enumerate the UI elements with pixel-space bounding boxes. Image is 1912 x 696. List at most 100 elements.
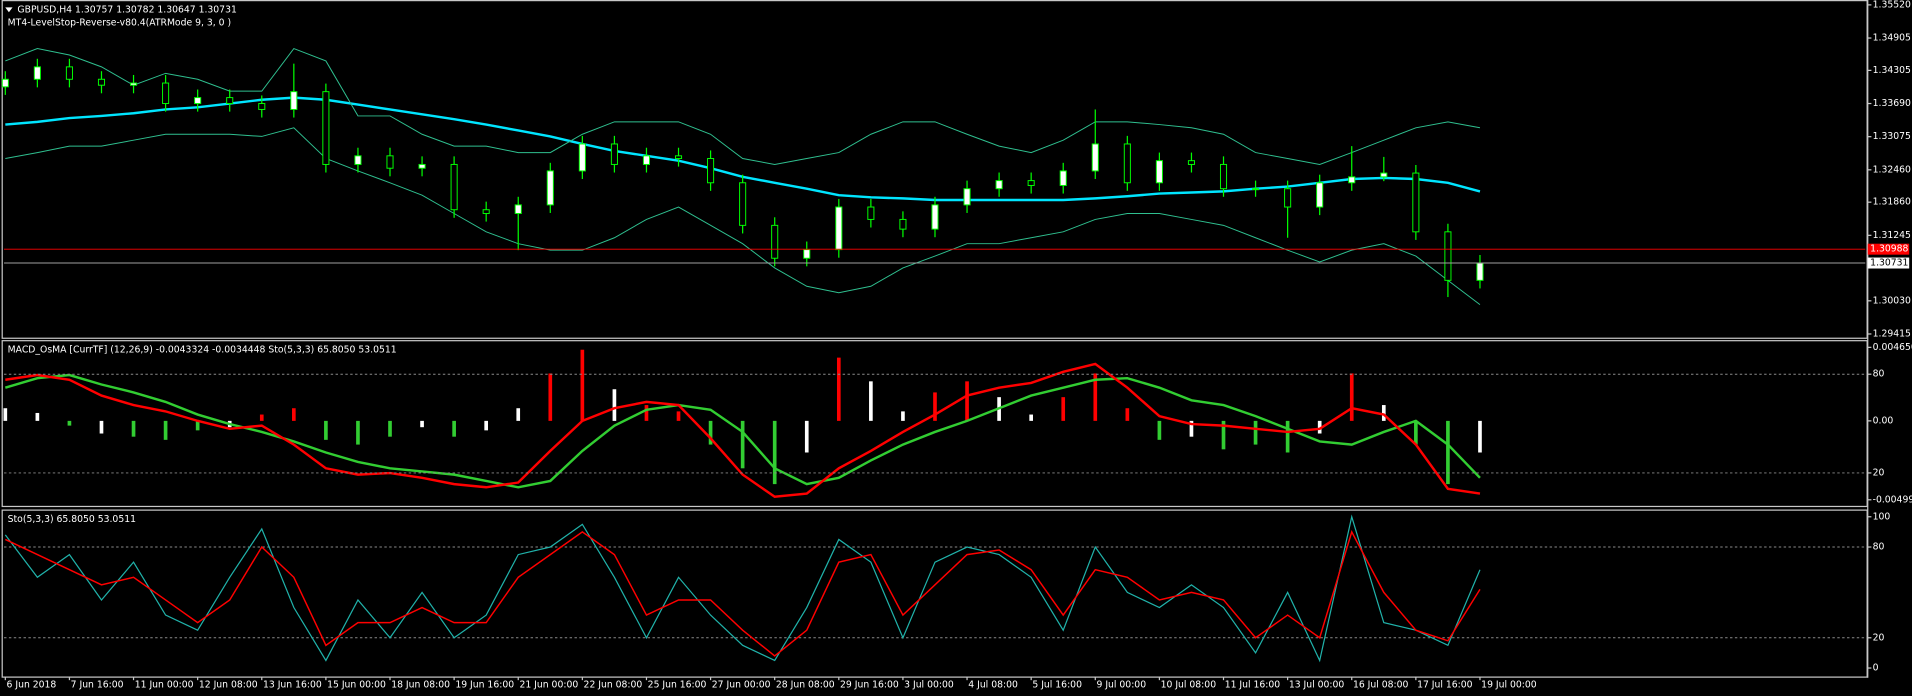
histogram-bar <box>772 420 777 485</box>
candle-body <box>931 204 939 230</box>
candle-body <box>803 249 811 259</box>
candle-body <box>1059 170 1067 186</box>
y-tick-label: 0 <box>1873 663 1879 674</box>
histogram-bar <box>1381 405 1386 421</box>
x-tick-label: 19 Jul 00:00 <box>1481 680 1537 691</box>
indicator-line <box>4 373 1481 489</box>
histogram-bar <box>580 349 585 421</box>
histogram-bar <box>324 420 328 440</box>
x-tick-label: 13 Jun 16:00 <box>263 680 322 691</box>
candle-body <box>1348 176 1356 184</box>
overlay-line <box>5 127 1481 305</box>
candle-body <box>771 224 779 259</box>
histogram-bar <box>3 408 8 421</box>
x-tick-label: 29 Jun 16:00 <box>840 680 899 691</box>
x-tick-label: 9 Jul 00:00 <box>1096 680 1146 691</box>
histogram-bar <box>388 420 392 437</box>
stoch-title: Sto(5,3,3) 65.8050 53.0511 <box>8 514 136 525</box>
chart-title: GBPUSD,H4 1.30757 1.30782 1.30647 1.3073… <box>17 4 237 15</box>
candle-body <box>1219 163 1228 190</box>
candle-body <box>1123 143 1131 184</box>
candle-body <box>322 91 330 165</box>
y-tick-label: 1.33075 <box>1873 131 1911 142</box>
candle-body <box>33 66 41 80</box>
histogram-bar <box>869 381 873 421</box>
candle-body <box>1380 172 1388 178</box>
histogram-bar <box>676 411 681 421</box>
x-tick-label: 27 Jun 00:00 <box>712 680 771 691</box>
candle-body <box>546 170 554 206</box>
candle-body <box>1316 182 1324 208</box>
y-tick-label: 1.33690 <box>1873 98 1911 109</box>
x-tick-label: 19 Jun 16:00 <box>455 680 514 691</box>
series-line <box>4 529 1481 657</box>
x-tick-label: 4 Jul 08:00 <box>968 680 1018 691</box>
y-tick-label: 20 <box>1873 632 1885 643</box>
x-tick-label: 17 Jul 16:00 <box>1417 680 1473 691</box>
candle-body <box>578 143 586 172</box>
x-tick-label: 7 Jun 16:00 <box>71 680 124 691</box>
histogram-bar <box>1221 420 1226 450</box>
candle-body <box>610 143 618 165</box>
histogram-bar <box>292 408 296 421</box>
x-tick-label: 6 Jun 2018 <box>7 680 57 691</box>
candle-body <box>482 209 490 214</box>
candle-body <box>354 155 362 165</box>
candle-body <box>835 206 843 251</box>
histogram-bar <box>1029 414 1033 421</box>
x-tick-label: 16 Jul 08:00 <box>1353 680 1409 691</box>
histogram-bar <box>1446 420 1450 485</box>
candle-body <box>130 82 138 86</box>
histogram-bar <box>1125 408 1130 421</box>
histogram-bar <box>1349 373 1354 421</box>
y-tick-label: 1.34305 <box>1873 65 1911 76</box>
candle-body <box>963 188 971 206</box>
candle-body <box>1412 172 1420 233</box>
histogram-bar <box>1061 397 1066 421</box>
x-tick-label: 11 Jun 00:00 <box>135 680 194 691</box>
candle-body <box>418 163 426 169</box>
histogram-bar <box>356 420 360 445</box>
overlay-line <box>5 47 1481 165</box>
candle-body <box>1476 262 1484 281</box>
histogram-bar <box>1285 420 1290 453</box>
candle-body <box>226 97 234 105</box>
histogram-bar <box>965 381 969 421</box>
candle-body <box>194 97 202 105</box>
candle-body <box>674 155 683 160</box>
macd-title: MACD_OsMA [CurrTF] (12,26,9) -0.0043324 … <box>8 344 397 355</box>
histogram-bar <box>516 408 521 421</box>
candle-body <box>1444 231 1452 281</box>
histogram-bar <box>548 373 553 421</box>
x-tick-label: 5 Jul 16:00 <box>1032 680 1082 691</box>
candle-body <box>386 155 394 169</box>
histogram-bar <box>836 357 841 421</box>
x-tick-label: 11 Jul 16:00 <box>1225 680 1281 691</box>
x-tick-label: 10 Jul 08:00 <box>1161 680 1217 691</box>
candle-body <box>290 91 298 110</box>
histogram-bar <box>933 392 937 421</box>
histogram-bar <box>131 420 136 437</box>
y-tick-label: 1.35520 <box>1873 0 1911 10</box>
y-tick-label: 1.32460 <box>1873 164 1911 175</box>
candle-body <box>162 82 170 105</box>
candle-body <box>995 180 1003 190</box>
histogram-bar <box>1253 420 1258 445</box>
candle-body <box>1252 188 1260 191</box>
candle-body <box>1 78 9 88</box>
histogram-bar <box>1414 420 1418 445</box>
current-price-label: 1.30731 <box>1870 258 1908 269</box>
histogram-bar <box>612 389 617 421</box>
histogram-bar <box>452 420 456 437</box>
histogram-bar <box>901 411 905 421</box>
candle-body <box>514 204 522 214</box>
y-tick-label: 1.29415 <box>1873 328 1911 339</box>
candle-body <box>1091 143 1099 172</box>
x-tick-label: 18 Jun 08:00 <box>391 680 450 691</box>
histogram-bar <box>708 420 713 445</box>
x-tick-label: 21 Jun 00:00 <box>519 680 578 691</box>
histogram-bar <box>163 420 168 440</box>
y-tick-label: 1.34905 <box>1873 33 1911 44</box>
